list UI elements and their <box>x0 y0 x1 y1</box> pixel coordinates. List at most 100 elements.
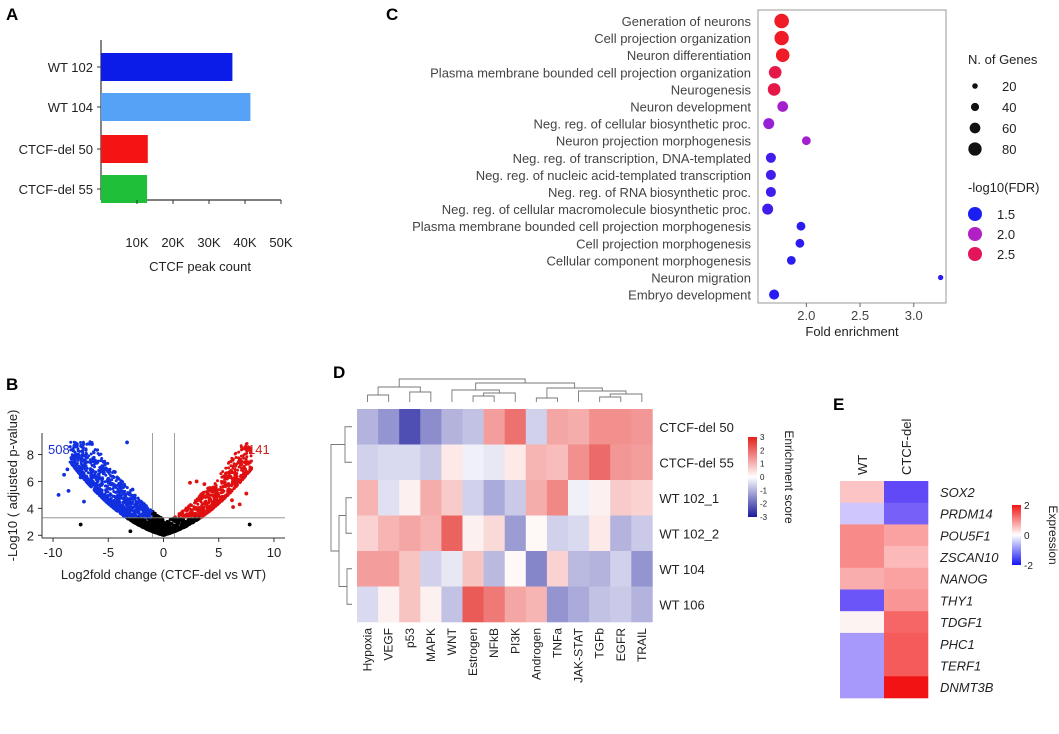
b-point <box>107 498 111 502</box>
b-point <box>190 513 194 517</box>
panel-label-d: D <box>333 363 345 382</box>
b-point <box>96 448 100 452</box>
b-point <box>200 510 204 514</box>
d-colorbar-title: Enrichment score <box>782 430 796 524</box>
d-cell <box>610 551 632 587</box>
e-cell <box>840 502 885 525</box>
b-point <box>220 475 224 479</box>
b-point <box>92 450 95 454</box>
d-cell <box>525 515 548 552</box>
d-col-label: TRAIL <box>635 628 649 662</box>
b-point <box>231 478 235 482</box>
d-cell <box>631 444 653 481</box>
b-point <box>130 501 134 505</box>
panel-c-dot-plot: Generation of neurons Cell projection org… <box>412 9 1040 339</box>
b-point <box>185 509 188 513</box>
b-y-tick-label: 2 <box>27 528 34 543</box>
c-term-label: Cellular component morphogenesis <box>546 253 751 268</box>
b-point <box>195 514 199 518</box>
b-point <box>111 494 115 498</box>
a-x-tick-label: 20K <box>161 235 184 250</box>
b-point <box>128 493 131 497</box>
b-point <box>125 505 129 509</box>
b-point <box>100 467 104 471</box>
b-point <box>125 486 129 490</box>
c-color-legend-dot <box>968 207 982 221</box>
c-dot <box>801 136 811 146</box>
d-colorbar-tick-label: -3 <box>760 513 768 522</box>
b-point <box>62 472 66 477</box>
b-point <box>231 464 235 468</box>
b-point <box>194 507 198 511</box>
d-cell <box>589 586 611 623</box>
b-point <box>212 488 216 492</box>
d-cell <box>610 409 632 445</box>
b-point <box>106 476 111 481</box>
b-point <box>79 441 82 444</box>
b-point <box>226 482 230 486</box>
c-color-legend-title: -log10(FDR) <box>968 180 1040 195</box>
b-point <box>187 514 191 518</box>
d-row-label: WT 104 <box>659 562 704 577</box>
b-point <box>157 523 161 527</box>
c-color-legend-label: 2.0 <box>997 227 1015 242</box>
b-point <box>178 517 182 521</box>
b-point <box>233 475 237 479</box>
d-cell <box>589 515 611 552</box>
b-point <box>239 473 243 477</box>
b-point <box>196 502 200 506</box>
a-category-label: WT 102 <box>48 60 93 75</box>
e-row-label: THY1 <box>940 593 973 608</box>
b-point <box>86 471 90 475</box>
b-point <box>199 507 203 510</box>
c-term-label: Cell projection morphogenesis <box>576 236 751 251</box>
e-colorbar-tick-label: -2 <box>1024 561 1033 572</box>
c-size-legend-label: 20 <box>1002 79 1016 94</box>
b-point <box>195 497 199 501</box>
b-point <box>209 489 213 493</box>
b-point <box>226 492 230 496</box>
b-point <box>68 445 72 449</box>
b-point <box>90 478 94 482</box>
b-point <box>137 508 140 512</box>
b-point <box>244 444 248 448</box>
b-point <box>144 520 148 524</box>
b-point <box>100 480 104 483</box>
c-color-legend-label: 1.5 <box>997 207 1015 222</box>
b-point <box>99 482 102 486</box>
e-cell <box>884 567 929 590</box>
d-cell <box>441 444 463 481</box>
b-point <box>209 486 213 491</box>
d-cell <box>631 515 653 552</box>
d-col-label: NFkB <box>487 628 501 658</box>
d-cell <box>525 409 548 445</box>
b-point <box>149 523 153 527</box>
b-point <box>78 450 82 453</box>
d-cell <box>378 586 400 623</box>
d-cell <box>610 515 632 552</box>
b-point <box>123 495 126 499</box>
d-colorbar-tick-label: 0 <box>760 473 765 482</box>
b-point <box>228 476 232 479</box>
d-col-label: TNFa <box>550 628 564 658</box>
d-col-label: TGFb <box>593 628 607 659</box>
b-point <box>75 443 79 447</box>
b-point <box>80 470 84 474</box>
b-point <box>199 498 203 502</box>
b-point <box>92 476 96 479</box>
b-point <box>198 495 202 499</box>
b-point <box>56 493 61 497</box>
d-cell <box>568 444 590 481</box>
e-colorbar-tick-label: 0 <box>1024 531 1030 542</box>
e-cell <box>840 546 885 569</box>
b-point <box>109 493 112 497</box>
b-point <box>96 479 100 483</box>
c-dot <box>763 118 775 130</box>
d-cell <box>441 480 463 516</box>
e-cell <box>840 676 885 699</box>
b-point <box>122 492 126 496</box>
b-point <box>82 476 86 480</box>
b-point <box>100 496 104 499</box>
c-term-label: Embryo development <box>628 288 751 303</box>
b-point <box>193 499 197 503</box>
